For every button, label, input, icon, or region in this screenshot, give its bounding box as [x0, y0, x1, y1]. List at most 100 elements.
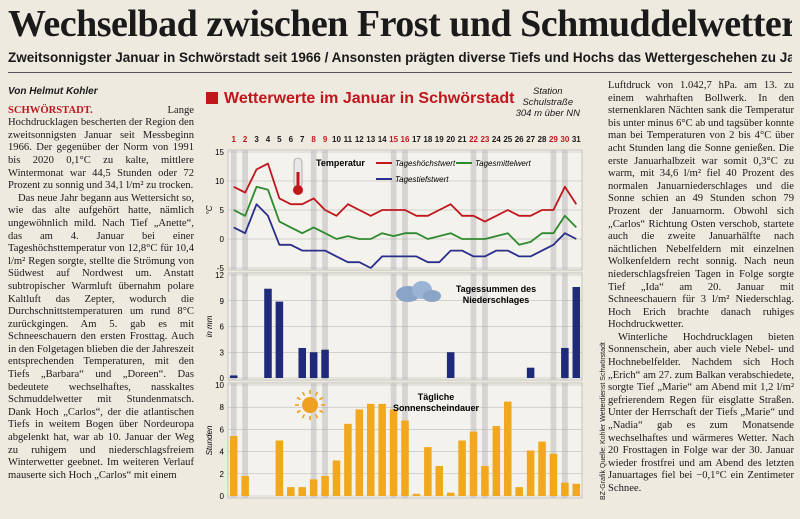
sun-ray-icon	[301, 391, 306, 396]
day-tick-label: 3	[254, 135, 259, 144]
paragraph-lead: SCHWÖRSTADT. Lange Hochdrucklagen besche…	[8, 105, 194, 193]
sunshine-bar	[344, 423, 352, 496]
day-tick-label: 30	[560, 135, 569, 144]
sunshine-bar	[332, 460, 341, 496]
day-tick-label: 19	[435, 135, 444, 144]
y-tick-label: 2	[220, 470, 225, 479]
day-tick-label: 27	[526, 135, 535, 144]
day-tick-label: 12	[355, 135, 364, 144]
day-tick-label: 20	[446, 135, 455, 144]
sun-ray-icon	[314, 391, 319, 396]
day-tick-label: 17	[412, 135, 421, 144]
y-tick-label: 10	[215, 177, 224, 186]
title-square-icon	[206, 92, 218, 104]
sunshine-bar	[561, 482, 569, 496]
sunshine-bar	[538, 441, 546, 496]
sunshine-bar	[515, 487, 523, 496]
precipitation-panel-title: Niederschlages	[463, 295, 530, 305]
day-tick-label: 7	[300, 135, 305, 144]
y-tick-label: 10	[215, 381, 224, 390]
y-axis-label: °C	[205, 205, 214, 214]
y-tick-label: 15	[215, 148, 224, 157]
day-tick-label: 22	[469, 135, 478, 144]
day-tick-label: 28	[538, 135, 547, 144]
weekend-column	[310, 383, 317, 498]
chart-svg: 1 2 3 4 5 6 7 8 9 10 11 12 13 14 15 16 17 18 19 20 21 22 23 24 2…	[205, 135, 583, 501]
header-rule	[8, 72, 792, 73]
station-label: Station Schulstraße 304 m über NN	[516, 86, 580, 119]
day-tick-label: 14	[378, 135, 387, 144]
sun-ray-icon	[296, 409, 301, 414]
sun-ray-icon	[319, 396, 324, 401]
thermometer-mercury-icon	[296, 172, 300, 188]
graphic-credit: BZ-Grafik Quelle: Kohler Wetterdienst Sc…	[590, 190, 607, 510]
subheadline: Zweitsonnigster Januar in Schwörstadt se…	[8, 50, 792, 65]
sunshine-bar	[481, 466, 489, 496]
sunshine-bar	[549, 453, 558, 496]
precipitation-bar	[298, 347, 306, 378]
day-tick-label: 5	[277, 135, 282, 144]
sun-ray-icon	[301, 414, 306, 419]
y-tick-label: 6	[220, 425, 225, 434]
sunshine-bar	[504, 401, 512, 496]
temperature-panel-title: Temperatur	[316, 158, 365, 168]
thermometer-bulb-icon	[293, 185, 303, 195]
sunshine-panel-title: Tägliche	[418, 392, 455, 402]
precipitation-bar	[264, 288, 272, 378]
graphic-credit-text: BZ-Grafik Quelle: Kohler Wetterdienst Sc…	[600, 342, 607, 500]
weekend-column	[322, 383, 328, 498]
sunshine-bar	[298, 487, 306, 496]
y-tick-label: 4	[220, 448, 225, 457]
weekend-column	[562, 383, 568, 498]
sunshine-bar	[309, 479, 318, 496]
paragraph: Das neue Jahr begann aus Wettersicht so,…	[8, 192, 194, 481]
paragraph: Luftdruck von 1.042,7 hPa. am 13. zu ein…	[608, 80, 794, 331]
day-tick-label: 1	[231, 135, 236, 144]
temperature-line	[233, 185, 577, 246]
temperature-line	[233, 203, 577, 269]
sunshine-bar	[321, 476, 329, 496]
sunshine-bar	[446, 492, 455, 496]
day-tick-label: 25	[503, 135, 512, 144]
sunshine-bar	[241, 476, 249, 496]
sunshine-panel-title: Sonnenscheindauer	[393, 403, 480, 413]
precipitation-bar	[321, 349, 329, 378]
day-tick-label: 21	[458, 135, 467, 144]
y-tick-label: 5	[220, 206, 225, 215]
dateline: SCHWÖRSTADT.	[8, 104, 93, 116]
y-tick-label: 8	[220, 403, 225, 412]
y-tick-label: 12	[215, 271, 224, 280]
day-tick-label: 29	[549, 135, 558, 144]
paragraph: Winterliche Hochdrucklagen bieten Sonnen…	[608, 331, 794, 494]
sunshine-bar	[412, 493, 421, 496]
station-line: Schulstraße	[522, 97, 574, 108]
sunshine-bar	[435, 466, 444, 496]
weekend-column	[242, 383, 248, 498]
day-tick-label: 6	[289, 135, 294, 144]
paragraph-lead-text: Lange Hochdrucklagen bescherten der Regi…	[8, 104, 194, 192]
sunshine-bar	[526, 450, 535, 496]
sunshine-bar	[378, 403, 386, 496]
station-line: 304 m über NN	[515, 108, 580, 119]
sunshine-bar	[229, 436, 238, 496]
headline: Wechselbad zwischen Frost und Schmuddelw…	[8, 3, 792, 45]
y-tick-label: 3	[220, 348, 225, 357]
precipitation-bar	[229, 375, 238, 378]
day-tick-label: 18	[423, 135, 432, 144]
day-tick-label: 24	[492, 135, 501, 144]
y-tick-label: 0	[220, 235, 225, 244]
sun-ray-icon	[319, 409, 324, 414]
legend-label: Tagestiefstwert	[395, 175, 449, 184]
precipitation-bar	[572, 287, 581, 378]
y-tick-label: 0	[220, 492, 225, 501]
sunshine-bar	[572, 483, 581, 496]
sunshine-bar	[366, 403, 375, 496]
sunshine-bar	[469, 431, 478, 496]
sunshine-bar	[492, 426, 501, 496]
sunshine-bar	[401, 420, 409, 496]
article-column-right: Luftdruck von 1.042,7 hPa. am 13. zu ein…	[608, 80, 794, 496]
chart-title: Wetterwerte im Januar in Schwörstadt	[206, 90, 514, 108]
y-axis-label: in mm	[205, 315, 214, 337]
sunshine-bar	[458, 440, 466, 496]
precipitation-bar	[309, 352, 318, 378]
